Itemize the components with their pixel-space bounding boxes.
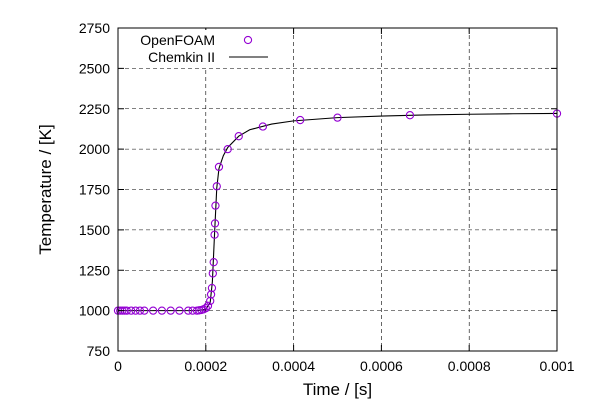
y-tick-label: 2500 xyxy=(79,60,110,76)
x-tick-label: 0.0006 xyxy=(360,358,403,374)
data-point-openfoam xyxy=(148,306,158,315)
series-points xyxy=(113,109,562,315)
y-tick-label: 2750 xyxy=(79,20,110,36)
y-tick-label: 2250 xyxy=(79,101,110,117)
data-point-openfoam xyxy=(131,306,140,315)
axis-ticks: 750 1000 1250 1500 1750 2000 2250 2500 2750 0 0.00… xyxy=(79,20,575,374)
data-point-openfoam xyxy=(188,306,197,315)
legend-label-chemkin: Chemkin II xyxy=(148,49,215,65)
data-point-openfoam xyxy=(211,201,220,210)
legend-background xyxy=(138,30,284,68)
grid-lines xyxy=(118,28,557,351)
data-point-openfoam xyxy=(333,113,342,122)
data-point-openfoam xyxy=(175,306,184,315)
data-point-openfoam xyxy=(140,306,149,315)
data-point-openfoam xyxy=(135,306,145,315)
data-point-openfoam xyxy=(206,296,215,306)
legend-marker-openfoam xyxy=(243,35,253,45)
data-point-openfoam xyxy=(212,182,221,191)
series-line-chemkin xyxy=(118,112,558,312)
y-tick-label: 1750 xyxy=(79,182,110,198)
data-point-openfoam xyxy=(296,115,305,125)
x-tick-label: 0.0004 xyxy=(272,358,315,374)
data-point-openfoam xyxy=(405,111,415,120)
data-point-openfoam xyxy=(127,306,136,315)
data-point-openfoam xyxy=(206,290,216,299)
data-point-openfoam xyxy=(234,132,243,141)
data-point-openfoam xyxy=(209,258,218,267)
y-tick-label: 1000 xyxy=(79,303,110,319)
data-point-openfoam xyxy=(166,306,175,315)
x-tick-label: 0.0008 xyxy=(448,358,491,374)
data-point-openfoam xyxy=(157,306,167,315)
data-point-openfoam xyxy=(214,162,224,172)
data-point-openfoam xyxy=(207,283,217,293)
x-tick-label: 0.001 xyxy=(539,358,574,374)
x-axis-title: Time / [s] xyxy=(303,380,372,399)
data-point-openfoam xyxy=(210,230,219,239)
x-tick-label: 0 xyxy=(114,358,122,374)
data-point-openfoam xyxy=(223,144,232,154)
data-point-openfoam xyxy=(258,122,268,131)
y-tick-label: 1500 xyxy=(79,222,110,238)
y-axis-title: Temperature / [K] xyxy=(36,124,55,254)
data-point-openfoam xyxy=(201,304,210,313)
y-tick-label: 1250 xyxy=(79,262,110,278)
y-tick-label: 750 xyxy=(87,343,111,359)
series-lines xyxy=(118,112,558,312)
data-point-openfoam xyxy=(184,306,193,315)
legend-label-openfoam: OpenFOAM xyxy=(140,32,215,48)
x-tick-label: 0.0002 xyxy=(184,358,227,374)
data-point-openfoam xyxy=(210,219,220,228)
data-point-openfoam xyxy=(208,269,217,278)
y-tick-label: 2000 xyxy=(79,141,110,157)
legend: OpenFOAM Chemkin II xyxy=(138,30,284,68)
data-point-openfoam xyxy=(203,301,213,310)
